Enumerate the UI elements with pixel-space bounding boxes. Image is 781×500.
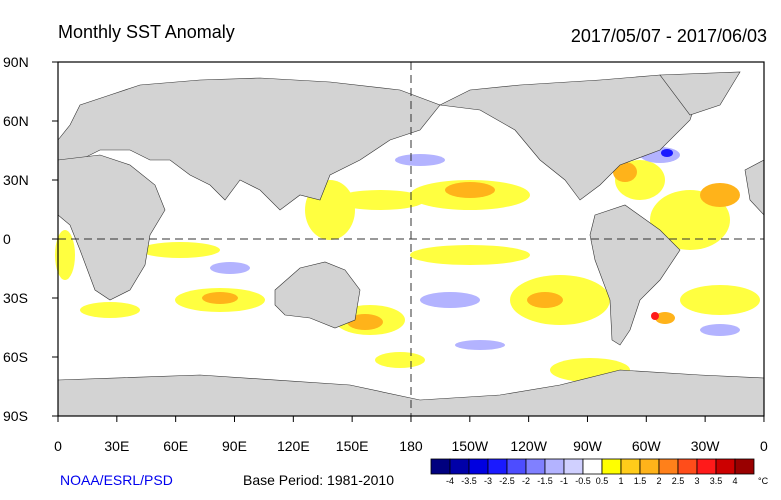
lon-label: 90E: [222, 438, 247, 454]
colorbar-swatch: [487, 458, 508, 475]
australia: [274, 261, 361, 329]
colorbar-swatch: [639, 458, 660, 475]
colorbar: [430, 458, 755, 475]
credit-link[interactable]: NOAA/ESRL/PSD: [60, 472, 173, 488]
africa: [57, 154, 166, 301]
lon-label: 60E: [163, 438, 189, 454]
date-range: 2017/05/07 - 2017/06/03: [570, 26, 767, 46]
map-title: Monthly SST Anomaly: [58, 22, 235, 42]
colorbar-swatch: [696, 458, 717, 475]
lon-label: 150W: [451, 438, 489, 454]
lat-label: 60S: [3, 349, 28, 365]
colorbar-swatch: [449, 458, 470, 475]
colorbar-label: 1: [618, 476, 624, 486]
colorbar-label: 2: [656, 476, 662, 486]
colorbar-swatch: [715, 458, 736, 475]
lon-label: 0: [760, 438, 768, 454]
colorbar-swatch: [544, 458, 565, 475]
colorbar-swatch: [677, 458, 698, 475]
lat-label: 90N: [3, 54, 29, 70]
lon-label: 90W: [573, 438, 602, 454]
colorbar-label: 4: [732, 476, 738, 486]
colorbar-swatch: [525, 458, 546, 475]
colorbar-label: 2.5: [671, 476, 685, 486]
greenland: [659, 71, 741, 116]
lat-label: 30N: [3, 172, 29, 188]
lon-label: 120E: [276, 438, 310, 454]
colorbar-swatch: [601, 458, 622, 475]
base-period: Base Period: 1981-2010: [243, 472, 394, 488]
lat-label: 0: [3, 231, 11, 247]
colorbar-label: 3: [694, 476, 700, 486]
colorbar-swatch: [430, 458, 451, 475]
colorbar-label: 0.5: [595, 476, 609, 486]
colorbar-label: -4: [445, 476, 455, 486]
colorbar-unit: °C: [758, 476, 769, 486]
lon-label: 60W: [631, 438, 661, 454]
colorbar-swatch: [582, 458, 603, 475]
colorbar-swatch: [658, 458, 679, 475]
south-america: [589, 204, 681, 346]
lat-label: 60N: [3, 113, 29, 129]
colorbar-label: -1.5: [537, 476, 553, 486]
eurasia: [57, 77, 441, 211]
colorbar-swatch: [734, 458, 755, 475]
colorbar-label: -0.5: [575, 476, 591, 486]
lon-label: 30W: [690, 438, 720, 454]
colorbar-swatch: [620, 458, 641, 475]
lat-label: 30S: [3, 290, 28, 306]
lon-label: 120W: [510, 438, 547, 454]
lat-label: 90S: [3, 408, 28, 424]
colorbar-swatch: [506, 458, 527, 475]
lon-label: 30E: [104, 438, 130, 454]
north-america: [438, 74, 701, 201]
lon-label: 150E: [335, 438, 369, 454]
lon-label: 180: [399, 438, 423, 454]
colorbar-label: -3: [483, 476, 493, 486]
colorbar-label: 3.5: [709, 476, 723, 486]
colorbar-label: -3.5: [461, 476, 477, 486]
land-masses: [57, 71, 765, 417]
colorbar-swatch: [468, 458, 489, 475]
colorbar-label: -2: [521, 476, 531, 486]
colorbar-label: 1.5: [633, 476, 647, 486]
colorbar-label: -2.5: [499, 476, 515, 486]
colorbar-label: -1: [559, 476, 569, 486]
colorbar-swatch: [563, 458, 584, 475]
lon-label: 0: [54, 438, 62, 454]
